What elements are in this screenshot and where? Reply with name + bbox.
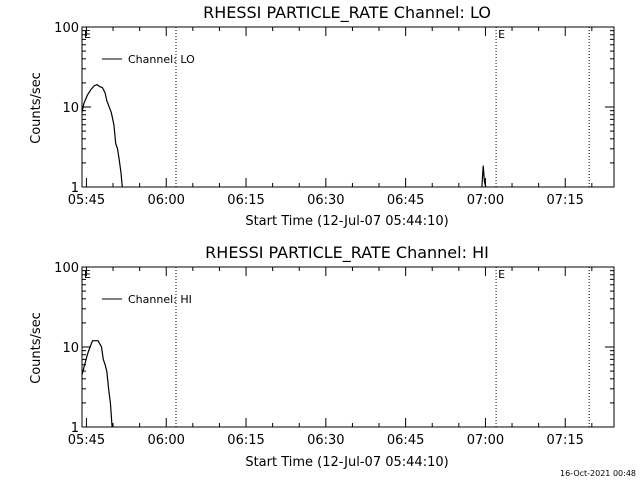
chart-lo-ylabel: Counts/sec [29,72,44,144]
chart-lo-y-tick-label: 100 [54,21,79,36]
chart-lo-x-tick-label: 05:45 [68,193,105,208]
chart-hi-x-tick-label: 07:15 [546,433,583,448]
chart-hi-x-tick-label: 06:45 [387,433,424,448]
chart-hi-plot: 05:45 06:00 06:15 06:30 06:45 07:00 07:15 1 10 10… [54,261,615,448]
chart-hi-x-tick-label: 06:00 [147,433,184,448]
chart-hi: RHESSI PARTICLE_RATE Channel: HI Start T… [29,243,615,470]
chart-lo-x-tick-label: 07:15 [546,193,583,208]
chart-hi-legend-label: Channel: HI [128,293,192,306]
chart-hi-x-tick-label: 05:45 [68,433,105,448]
chart-lo-x-tick-label: 06:30 [307,193,344,208]
chart-lo-x-tick-label: 06:45 [387,193,424,208]
chart-lo-plot-frame [81,26,615,188]
chart-lo-title: RHESSI PARTICLE_RATE Channel: LO [203,3,491,23]
chart-lo-xlabel: Start Time (12-Jul-07 05:44:10) [245,214,448,229]
chart-hi-title: RHESSI PARTICLE_RATE Channel: HI [205,243,489,263]
chart-lo-event-marker-label: E [84,28,91,41]
chart-lo-y-tick-label: 1 [71,181,79,196]
chart-lo-x-tick-label: 07:00 [467,193,504,208]
chart-hi-event-marker-label: E [84,268,91,281]
chart-hi-ylabel: Counts/sec [29,312,44,384]
chart-lo-y-tick-label: 10 [62,101,79,116]
chart-hi-y-tick-label: 10 [62,341,79,356]
chart-lo-legend-label: Channel: LO [128,53,195,66]
chart-lo-event-marker-label: E [498,28,505,41]
chart-lo-x-tick-label: 06:00 [147,193,184,208]
chart-hi-event-marker-label: E [498,268,505,281]
chart-hi-x-tick-label: 06:15 [227,433,264,448]
chart-hi-series-line [81,340,113,428]
chart-lo-plot: 05:45 06:00 06:15 06:30 06:45 07:00 07:15 1 10 10… [54,21,615,208]
chart-lo-series-line [81,84,123,188]
chart-hi-y-tick-label: 1 [71,421,79,436]
chart-lo: RHESSI PARTICLE_RATE Channel: LO Start T… [29,3,615,229]
chart-lo-series-line [481,165,487,188]
chart-hi-plot-frame [81,266,615,428]
chart-hi-x-tick-label: 06:30 [307,433,344,448]
footer-timestamp: 16-Oct-2021 00:48 [560,469,636,478]
chart-lo-x-tick-label: 06:15 [227,193,264,208]
chart-hi-y-tick-label: 100 [54,261,79,276]
chart-hi-xlabel: Start Time (12-Jul-07 05:44:10) [245,455,448,470]
chart-hi-x-tick-label: 07:00 [467,433,504,448]
